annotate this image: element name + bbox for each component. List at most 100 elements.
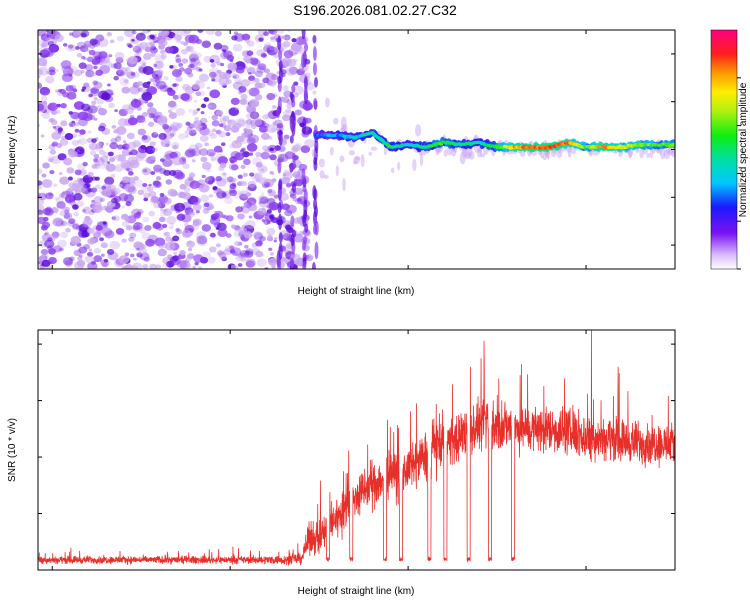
- noise-blob: [65, 188, 73, 195]
- noise-blob: [71, 139, 80, 146]
- noise-blob: [255, 151, 262, 158]
- noise-blob: [286, 103, 294, 109]
- noise-blob: [80, 32, 87, 38]
- noise-blob: [84, 43, 88, 47]
- transition-streak: [289, 164, 294, 173]
- noise-blob: [238, 86, 247, 93]
- noise-blob: [134, 84, 141, 90]
- noise-blob: [73, 121, 80, 127]
- noise-blob: [218, 123, 224, 128]
- noise-blob: [191, 196, 201, 205]
- faint-blob: [665, 147, 670, 155]
- noise-blob: [208, 193, 214, 198]
- noise-blob: [263, 31, 269, 37]
- noise-blob: [245, 192, 252, 197]
- noise-blob: [222, 49, 227, 53]
- noise-blob: [87, 227, 95, 234]
- noise-blob: [60, 60, 72, 69]
- noise-blob: [111, 197, 118, 204]
- noise-blob: [232, 177, 238, 182]
- noise-blob: [157, 202, 166, 209]
- noise-blob: [76, 200, 85, 207]
- noise-blob: [209, 67, 220, 77]
- noise-blob: [172, 94, 179, 100]
- noise-blob: [247, 180, 257, 188]
- spectrogram-x-label: Height of straight line (km): [298, 286, 415, 297]
- noise-blob: [270, 172, 275, 176]
- noise-blob: [268, 247, 273, 251]
- transition-streak: [290, 233, 295, 247]
- noise-blob: [200, 122, 205, 127]
- noise-blob: [118, 255, 130, 264]
- noise-blob: [195, 39, 202, 45]
- noise-blob: [142, 216, 150, 223]
- noise-blob: [122, 213, 128, 219]
- noise-blob: [184, 150, 194, 158]
- noise-blob: [188, 108, 193, 113]
- noise-blob: [216, 188, 222, 193]
- noise-blob: [60, 120, 68, 127]
- noise-blob: [238, 91, 243, 95]
- noise-blob: [96, 98, 104, 105]
- noise-blob: [195, 79, 201, 85]
- colorbar-label: Normalized spectral amplitude: [738, 82, 749, 217]
- noise-blob: [208, 246, 217, 253]
- noise-blob: [142, 119, 147, 124]
- noise-blob: [281, 96, 290, 104]
- noise-blob: [269, 36, 277, 43]
- noise-blob: [109, 157, 116, 163]
- noise-blob: [218, 71, 227, 79]
- noise-blob: [191, 111, 197, 117]
- noise-blob: [158, 132, 167, 140]
- noise-blob: [150, 45, 157, 51]
- noise-blob: [125, 176, 132, 183]
- noise-blob: [300, 145, 311, 154]
- noise-blob: [174, 55, 182, 61]
- noise-blob: [150, 155, 156, 161]
- faint-blob: [660, 146, 666, 160]
- transition-streak: [303, 85, 308, 102]
- noise-blob: [164, 199, 170, 203]
- transition-streak: [277, 161, 282, 174]
- noise-blob: [221, 192, 228, 198]
- spectrogram-panel: Height of straight line (km) Frequency (…: [7, 29, 676, 297]
- noise-blob: [254, 82, 263, 89]
- noise-blob: [243, 231, 253, 239]
- noise-blob: [240, 93, 248, 100]
- noise-blob: [192, 265, 196, 269]
- noise-blob: [62, 91, 70, 98]
- noise-blob: [201, 174, 206, 179]
- noise-blob: [180, 93, 190, 101]
- noise-blob: [162, 262, 169, 269]
- noise-blob: [38, 82, 43, 89]
- noise-blob: [137, 87, 143, 92]
- noise-blob: [214, 30, 222, 37]
- noise-blob: [257, 164, 268, 174]
- noise-blob: [136, 106, 142, 111]
- faint-blob: [318, 158, 325, 168]
- noise-blob: [280, 35, 286, 40]
- noise-blob: [209, 152, 215, 157]
- noise-blob: [182, 83, 190, 91]
- noise-blob: [128, 236, 135, 242]
- noise-blob: [206, 149, 216, 157]
- noise-blob: [244, 250, 254, 258]
- noise-blob: [246, 50, 254, 56]
- faint-blob: [649, 147, 654, 159]
- noise-blob: [93, 158, 98, 163]
- noise-blob: [177, 35, 181, 38]
- noise-blob: [113, 75, 119, 81]
- transition-streak: [314, 138, 319, 154]
- noise-blob: [231, 182, 237, 187]
- noise-blob: [211, 114, 219, 121]
- noise-blob: [55, 69, 59, 72]
- noise-blob: [149, 263, 157, 269]
- noise-blob: [293, 93, 299, 98]
- noise-blob: [58, 172, 63, 175]
- noise-blob: [109, 142, 119, 150]
- noise-blob: [238, 226, 247, 235]
- noise-blob: [131, 38, 135, 42]
- noise-blob: [258, 37, 264, 42]
- noise-blob: [191, 128, 197, 134]
- noise-blob: [241, 33, 251, 41]
